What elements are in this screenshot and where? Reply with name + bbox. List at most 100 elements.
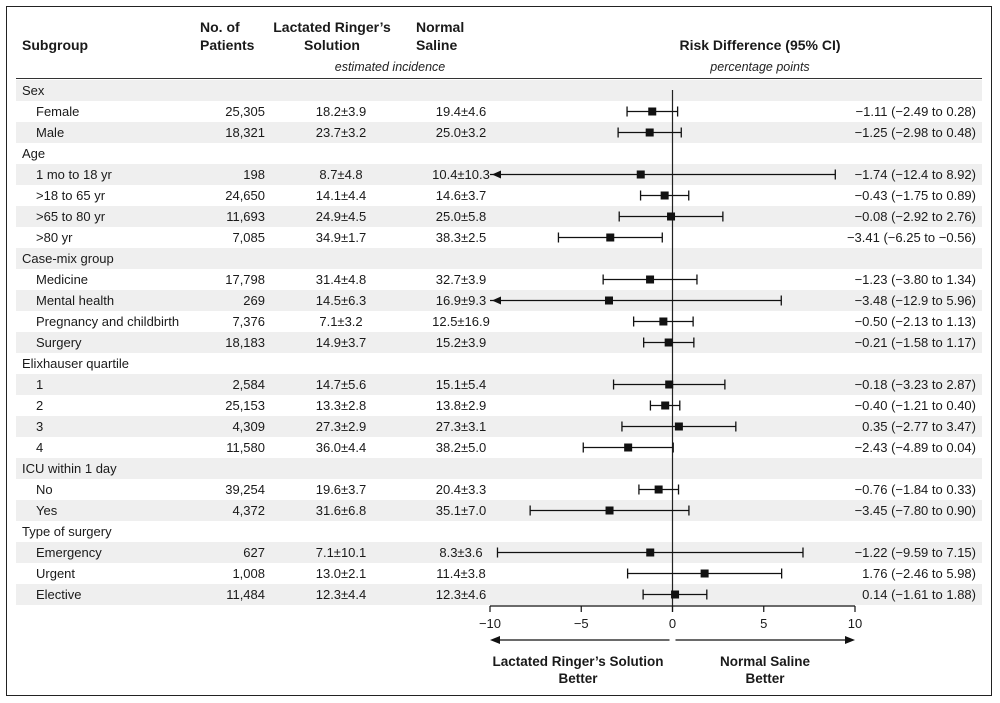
x-tick-label: −10 — [479, 616, 501, 631]
subgroup-label: Pregnancy and childbirth — [36, 314, 180, 329]
normal-saline-incidence: 8.3±3.6 — [439, 545, 483, 560]
lactated-ringers-incidence: 14.9±3.7 — [315, 335, 367, 350]
subgroup-label: >80 yr — [36, 230, 73, 245]
subgroup-label: 1 — [36, 377, 44, 392]
patients-count: 11,693 — [226, 209, 265, 224]
table-row: Female 25,305 18.2±3.9 19.4±4.6 −1.11 (−2.49… — [16, 101, 982, 122]
normal-saline-incidence: 25.0±5.8 — [435, 209, 487, 224]
point-estimate-marker — [700, 569, 709, 578]
x-tick-label: −5 — [574, 616, 589, 631]
risk-difference-text: −1.22 (−9.59 to 7.15) — [854, 545, 976, 560]
group-header-row: Type of surgery — [16, 521, 982, 542]
group-header-row: Age — [16, 143, 982, 164]
group-label: Elixhauser quartile — [22, 356, 129, 371]
point-estimate-marker — [606, 233, 615, 242]
normal-saline-incidence: 32.7±3.9 — [435, 272, 487, 287]
ci-arrow-left — [492, 296, 501, 305]
patients-count: 11,484 — [226, 587, 265, 602]
group-header-row: Sex — [16, 80, 982, 101]
point-estimate-marker — [660, 191, 669, 200]
lactated-ringers-incidence: 7.1±10.1 — [315, 545, 367, 560]
normal-saline-incidence: 20.4±3.3 — [435, 482, 487, 497]
subgroup-label: Medicine — [36, 272, 89, 287]
lactated-ringers-incidence: 31.4±4.8 — [315, 272, 367, 287]
lr-better-arrowhead — [490, 636, 500, 644]
subgroup-label: 4 — [36, 440, 44, 455]
normal-saline-incidence: 35.1±7.0 — [435, 503, 487, 518]
ns-better-arrowhead — [845, 636, 855, 644]
subgroup-label: >18 to 65 yr — [36, 188, 106, 203]
x-tick-label: 0 — [669, 616, 676, 631]
subgroup-label: >65 to 80 yr — [36, 209, 106, 224]
lactated-ringers-incidence: 18.2±3.9 — [315, 104, 367, 119]
normal-saline-incidence: 12.5±16.9 — [432, 314, 490, 329]
patients-count: 18,183 — [225, 335, 265, 350]
patients-count: 25,305 — [225, 104, 265, 119]
point-estimate-marker — [646, 548, 655, 557]
header-percentage-points: percentage points — [710, 60, 810, 74]
lactated-ringers-incidence: 14.1±4.4 — [315, 188, 367, 203]
risk-difference-text: −3.45 (−7.80 to 0.90) — [854, 503, 976, 518]
subgroup-label: 2 — [36, 398, 44, 413]
table-row: Elective 11,484 12.3±4.4 12.3±4.6 0.14 (−1.6… — [16, 584, 982, 605]
header-rule — [16, 78, 982, 79]
point-estimate-marker — [636, 170, 645, 179]
patients-count: 627 — [243, 545, 265, 560]
normal-saline-incidence: 38.3±2.5 — [435, 230, 487, 245]
risk-difference-text: −0.50 (−2.13 to 1.13) — [854, 314, 976, 329]
footer-ns-better: Normal Saline Better — [719, 654, 811, 686]
group-header-row: Elixhauser quartile — [16, 353, 982, 374]
patients-count: 39,254 — [225, 482, 265, 497]
x-tick-label: 5 — [760, 616, 767, 631]
subgroup-label: Surgery — [36, 335, 82, 350]
group-header-row: ICU within 1 day — [16, 458, 982, 479]
lactated-ringers-incidence: 13.0±2.1 — [315, 566, 367, 581]
table-row: Urgent 1,008 13.0±2.1 11.4±3.8 1.76 (−2.46 t… — [16, 563, 982, 584]
risk-difference-text: −0.21 (−1.58 to 1.17) — [854, 335, 976, 350]
normal-saline-incidence: 15.1±5.4 — [435, 377, 487, 392]
risk-difference-text: −1.74 (−12.4 to 8.92) — [854, 167, 976, 182]
header-patients: No. of Patients — [200, 19, 255, 53]
point-estimate-marker — [659, 317, 668, 326]
ci-arrow-left — [492, 170, 501, 179]
table-row: Male 18,321 23.7±3.2 25.0±3.2 −1.25 (−2.98 t… — [16, 122, 982, 143]
table-row: >65 to 80 yr 11,693 24.9±4.5 25.0±5.8 −0.08 … — [16, 206, 982, 227]
table-row: Medicine 17,798 31.4±4.8 32.7±3.9 −1.23 (−3.… — [16, 269, 982, 290]
lactated-ringers-incidence: 14.5±6.3 — [315, 293, 367, 308]
risk-difference-text: −1.25 (−2.98 to 0.48) — [854, 125, 976, 140]
normal-saline-incidence: 16.9±9.3 — [435, 293, 487, 308]
header-estimated-incidence: estimated incidence — [334, 60, 446, 74]
point-estimate-marker — [665, 380, 674, 389]
subgroup-label: 1 mo to 18 yr — [36, 167, 112, 182]
lactated-ringers-incidence: 34.9±1.7 — [315, 230, 367, 245]
point-estimate-marker — [605, 506, 614, 515]
footer-lr-better: Lactated Ringer’s Solution Better — [492, 654, 664, 686]
group-label: Case-mix group — [22, 251, 114, 266]
normal-saline-incidence: 19.4±4.6 — [435, 104, 487, 119]
normal-saline-incidence: 13.8±2.9 — [435, 398, 487, 413]
normal-saline-incidence: 10.4±10.3 — [432, 167, 490, 182]
patients-count: 18,321 — [225, 125, 265, 140]
lactated-ringers-incidence: 24.9±4.5 — [315, 209, 367, 224]
patients-count: 17,798 — [225, 272, 265, 287]
group-label: Type of surgery — [22, 524, 112, 539]
risk-difference-text: −2.43 (−4.89 to 0.04) — [854, 440, 976, 455]
normal-saline-incidence: 12.3±4.6 — [435, 587, 487, 602]
subgroup-label: 3 — [36, 419, 44, 434]
patients-count: 24,650 — [225, 188, 265, 203]
header-risk-difference: Risk Difference (95% CI) — [679, 37, 841, 53]
lactated-ringers-incidence: 14.7±5.6 — [315, 377, 367, 392]
normal-saline-incidence: 27.3±3.1 — [435, 419, 487, 434]
table-row: Yes 4,372 31.6±6.8 35.1±7.0 −3.45 (−7.80 to … — [16, 500, 982, 521]
risk-difference-text: −0.08 (−2.92 to 2.76) — [854, 209, 976, 224]
point-estimate-marker — [646, 275, 655, 284]
table-row: No 39,254 19.6±3.7 20.4±3.3 −0.76 (−1.84 to … — [16, 479, 982, 500]
group-label: ICU within 1 day — [22, 461, 117, 476]
lactated-ringers-incidence: 7.1±3.2 — [319, 314, 363, 329]
table-row: 4 11,580 36.0±4.4 38.2±5.0 −2.43 (−4.89 to 0… — [16, 437, 982, 458]
table-row: 2 25,153 13.3±2.8 13.8±2.9 −0.40 (−1.21 to 0… — [16, 395, 982, 416]
patients-count: 4,309 — [232, 419, 265, 434]
point-estimate-marker — [624, 443, 633, 452]
